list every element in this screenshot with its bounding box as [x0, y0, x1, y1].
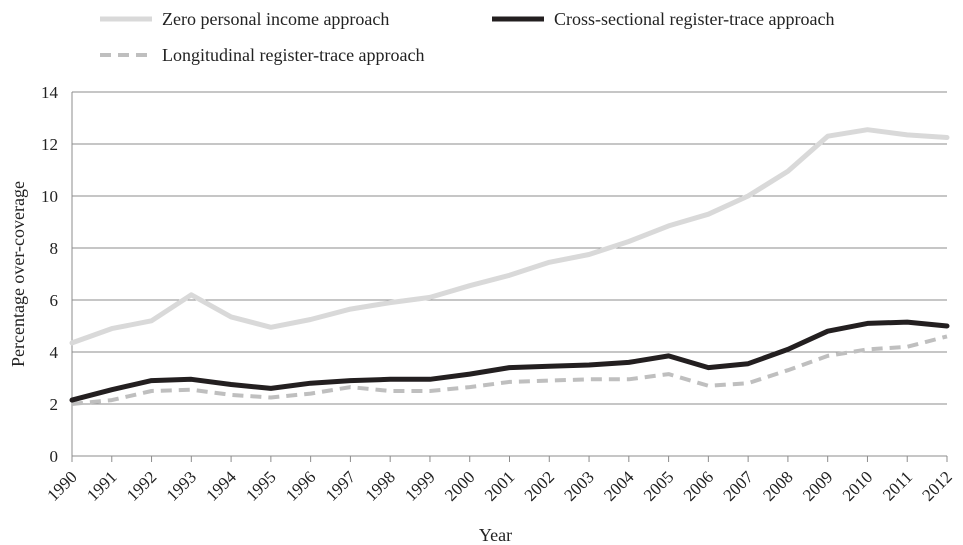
y-tick-label: 6 — [50, 291, 59, 310]
x-tick-label: 2004 — [600, 467, 638, 505]
y-tick-label: 4 — [50, 343, 59, 362]
series-line-2 — [69, 319, 950, 403]
x-tick-label: 1994 — [202, 467, 240, 505]
x-tick-label: 2001 — [481, 467, 518, 504]
x-tick-label: 2008 — [759, 467, 796, 504]
x-tick-label: 2010 — [839, 467, 876, 504]
y-tick-label: 10 — [41, 187, 58, 206]
x-tick-label: 1993 — [163, 467, 200, 504]
legend-label-1: Zero personal income approach — [162, 9, 389, 29]
x-tick-label: 2005 — [640, 467, 677, 504]
legend-label-2: Cross-sectional register-trace approach — [554, 9, 835, 29]
x-tick-label: 1995 — [242, 467, 279, 504]
x-tick-label: 2006 — [680, 467, 717, 504]
legend-label-3: Longitudinal register-trace approach — [162, 45, 425, 65]
x-tick-label: 2002 — [521, 467, 558, 504]
x-tick-label: 1990 — [43, 467, 80, 504]
x-tick-label: 1999 — [401, 467, 438, 504]
x-tick-label: 2012 — [918, 467, 955, 504]
y-tick-label: 2 — [50, 395, 59, 414]
y-axis-title: Percentage over-coverage — [8, 181, 28, 367]
x-axis-title: Year — [479, 525, 512, 545]
x-tick-label: 2009 — [799, 467, 836, 504]
x-tick-label: 2011 — [879, 467, 916, 504]
x-tick-label: 2007 — [719, 467, 757, 505]
y-tick-label: 12 — [41, 135, 58, 154]
series-line-1 — [69, 127, 950, 346]
x-tick-label: 1997 — [322, 467, 360, 505]
x-tick-label: 2003 — [560, 467, 597, 504]
y-tick-label: 8 — [50, 239, 59, 258]
series-line-3 — [71, 334, 948, 406]
x-tick-label: 2000 — [441, 467, 478, 504]
y-tick-label: 14 — [41, 83, 59, 102]
x-tick-label: 1998 — [362, 467, 399, 504]
y-tick-label: 0 — [50, 447, 59, 466]
x-tick-label: 1996 — [282, 467, 319, 504]
x-tick-label: 1991 — [83, 467, 120, 504]
x-tick-label: 1992 — [123, 467, 160, 504]
